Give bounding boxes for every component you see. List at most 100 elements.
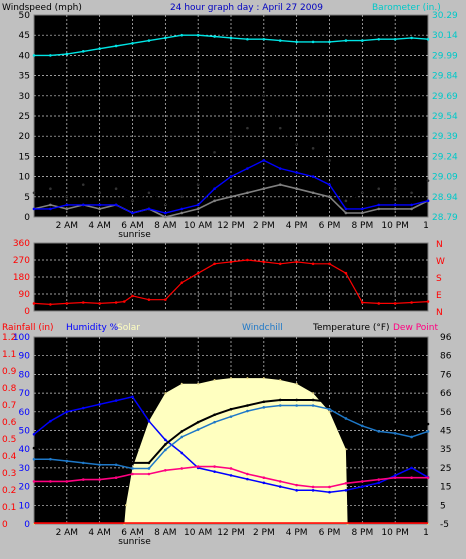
humidity-tick-label: 10	[19, 501, 31, 511]
humidity-point	[32, 432, 36, 436]
chart-title: 24 hour graph day : April 27 2009	[170, 3, 323, 13]
wind-average-point	[361, 207, 364, 211]
wind-average-point	[410, 203, 413, 207]
dewpoint-point	[32, 480, 36, 483]
wind-average-point	[262, 159, 266, 162]
temperature-point	[164, 443, 167, 446]
rainfall-tick-label: 1.2	[2, 333, 16, 343]
wind-direction-point	[393, 302, 397, 305]
wind-direction-point	[426, 300, 430, 303]
wind-average-point	[32, 207, 36, 211]
dewpoint-point	[377, 478, 381, 481]
dewpoint-point	[164, 469, 167, 472]
temperature-point	[361, 415, 364, 418]
wind-speed-point	[65, 207, 69, 211]
wind-speed-point	[410, 207, 413, 211]
temperature-point	[410, 428, 413, 431]
wind-panel-x-tick-label: 10 PM	[381, 221, 409, 231]
windchill-point	[164, 448, 167, 452]
windchill-point	[311, 404, 315, 407]
wind-average-point	[65, 203, 69, 207]
wind-direction-point	[147, 298, 151, 301]
wind-average-point	[98, 203, 101, 207]
temperature-point	[213, 413, 216, 417]
windspeed-tick-label: 50	[19, 11, 31, 21]
rainfall-tick-label: 1.1	[2, 350, 16, 360]
wind-direction-point	[32, 302, 36, 305]
humidity-tick-label: 30	[19, 464, 31, 474]
wind-direction-point	[278, 262, 282, 266]
temperature-axis-label: Temperature (°F)	[312, 323, 390, 333]
dewpoint-point	[262, 476, 266, 480]
windspeed-tick-label: 5	[24, 193, 30, 203]
wind-speed-point	[393, 207, 397, 211]
temp-panel-x-tick-label: 12 PM	[217, 528, 245, 538]
wind-direction-point	[131, 294, 134, 298]
solar-point	[230, 377, 232, 380]
windchill-point	[344, 417, 348, 420]
wind-direction-point	[49, 303, 52, 306]
humidity-tick-label: 80	[19, 370, 31, 380]
wind-average-point	[213, 187, 216, 191]
windspeed-tick-label: 20	[19, 132, 31, 142]
barometer-point	[147, 39, 151, 42]
temperature-tick-label: 25	[440, 464, 451, 474]
temperature-point	[328, 400, 331, 404]
wind-gust-point	[278, 126, 282, 130]
rainfall-tick-label: 0.3	[2, 469, 16, 479]
humidity-point	[393, 474, 397, 477]
windspeed-tick-label: 30	[19, 92, 31, 102]
barometer-point	[213, 35, 216, 38]
wind-speed-point	[311, 191, 315, 195]
wind-panel-x-tick-label: 4 AM	[88, 221, 111, 231]
wind-panel-x-tick-label: 6 AM	[121, 221, 144, 231]
direction-tick-label: 360	[13, 239, 30, 249]
wind-panel-x-tick-label: 4 PM	[286, 221, 308, 231]
dewpoint-point	[311, 485, 315, 489]
wind-average-point	[147, 207, 151, 211]
barometer-point	[361, 39, 364, 42]
direction-tick-label: 90	[19, 290, 31, 300]
windchill-point	[229, 415, 233, 418]
wind-average-point	[311, 175, 315, 178]
wind-gust-point	[147, 191, 151, 195]
dewpoint-point	[426, 476, 430, 480]
wind-gust-point	[344, 199, 348, 203]
windchill-point	[278, 404, 282, 407]
temperature-tick-label: 96	[440, 333, 452, 343]
wind-speed-point	[180, 211, 184, 215]
solar-point	[213, 379, 216, 382]
dewpoint-point	[213, 465, 216, 468]
wind-gust-point	[262, 94, 266, 98]
wind-gust-point	[213, 151, 216, 154]
wind-gust-point	[426, 179, 430, 182]
barometer-point	[295, 40, 298, 44]
humidity-point	[278, 485, 282, 488]
temperature-tick-label: 5	[440, 501, 446, 511]
wind-gust-point	[65, 195, 69, 199]
humidity-tick-label: 40	[19, 445, 31, 455]
humidity-tick-label: 100	[13, 333, 30, 343]
wind-panel-x-tick-label: 6 PM	[319, 221, 341, 231]
barometer-tick-label: 29.24	[432, 152, 458, 162]
wind-speed-point	[246, 191, 249, 195]
dewpoint-point	[393, 476, 397, 480]
temperature-point	[114, 457, 118, 461]
rainfall-axis-label: Rainfall (in)	[2, 323, 54, 333]
compass-label: N	[436, 240, 443, 250]
barometer-point	[32, 54, 36, 57]
temp-panel-x-tick-label: 4 PM	[286, 528, 308, 538]
wind-speed-point	[98, 207, 101, 211]
windchill-point	[147, 467, 151, 470]
wind-average-point	[180, 207, 184, 211]
rainfall-tick-label: 0.7	[2, 401, 16, 411]
humidity-point	[262, 481, 266, 485]
dewpoint-point	[229, 467, 233, 470]
temp-panel-x-tick-label: 10 AM	[184, 528, 212, 538]
humidity-point	[328, 490, 331, 494]
solar-point	[295, 382, 298, 385]
rainfall-tick-label: 0.1	[2, 503, 16, 513]
barometer-tick-label: 29.69	[432, 92, 458, 102]
barometer-point	[328, 40, 331, 44]
